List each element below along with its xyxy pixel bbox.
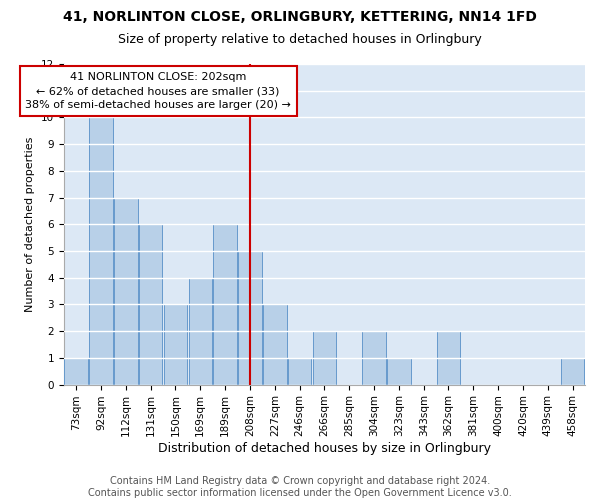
Text: 41, NORLINTON CLOSE, ORLINGBURY, KETTERING, NN14 1FD: 41, NORLINTON CLOSE, ORLINGBURY, KETTERI… <box>63 10 537 24</box>
Text: Size of property relative to detached houses in Orlingbury: Size of property relative to detached ho… <box>118 32 482 46</box>
Bar <box>89 118 113 384</box>
Bar <box>561 358 584 384</box>
Bar <box>437 331 460 384</box>
X-axis label: Distribution of detached houses by size in Orlingbury: Distribution of detached houses by size … <box>158 442 491 455</box>
Bar <box>164 304 187 384</box>
Text: 41 NORLINTON CLOSE: 202sqm
← 62% of detached houses are smaller (33)
38% of semi: 41 NORLINTON CLOSE: 202sqm ← 62% of deta… <box>25 72 291 110</box>
Bar <box>64 358 88 384</box>
Bar <box>263 304 287 384</box>
Bar <box>238 251 262 384</box>
Bar <box>387 358 410 384</box>
Bar <box>214 224 237 384</box>
Bar <box>114 198 137 384</box>
Y-axis label: Number of detached properties: Number of detached properties <box>25 136 35 312</box>
Bar <box>313 331 336 384</box>
Text: Contains HM Land Registry data © Crown copyright and database right 2024.
Contai: Contains HM Land Registry data © Crown c… <box>88 476 512 498</box>
Bar <box>188 278 212 384</box>
Bar <box>362 331 386 384</box>
Bar <box>139 224 163 384</box>
Bar <box>288 358 311 384</box>
